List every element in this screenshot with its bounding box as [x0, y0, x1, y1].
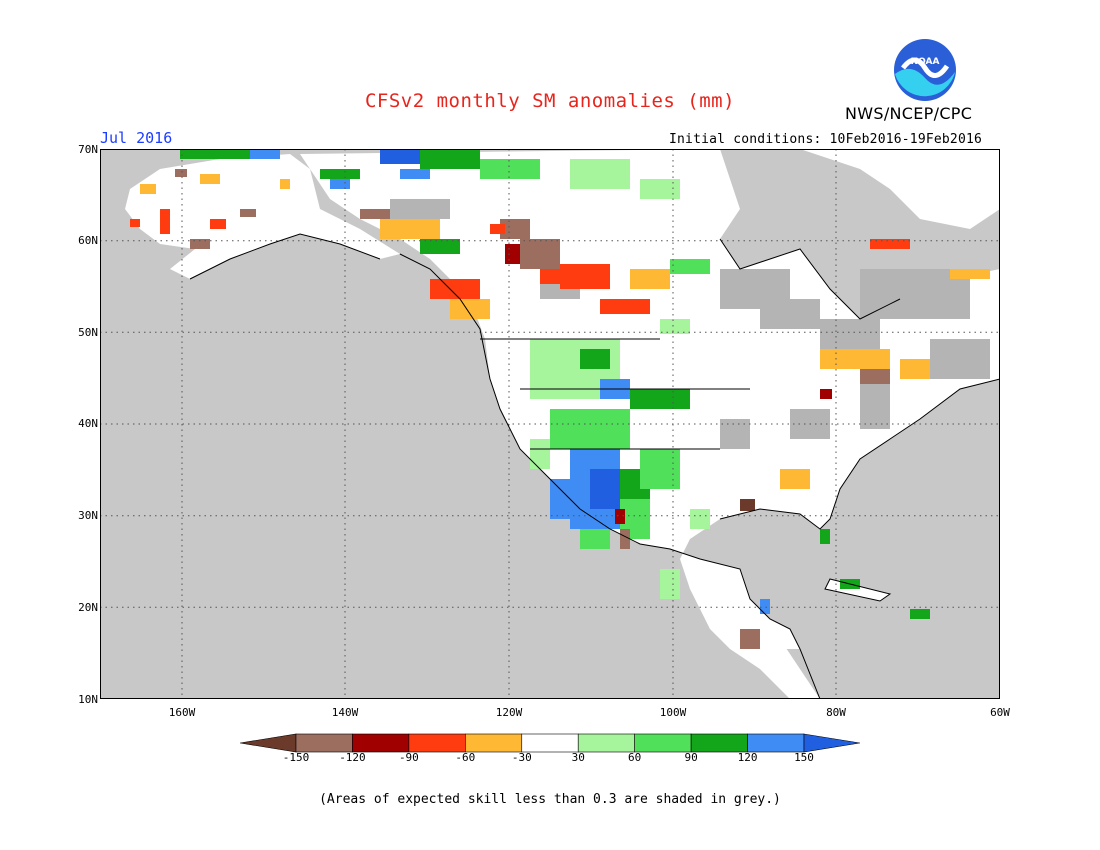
color-scale-tick: 90 [684, 751, 698, 764]
lat-label-40n: 40N [78, 417, 98, 430]
coastlines [189, 233, 1000, 699]
color-scale-bar [240, 733, 860, 753]
lon-label-140w: 140W [331, 706, 359, 719]
lon-label-80w: 80W [826, 706, 846, 719]
lat-label-10n: 10N [78, 693, 98, 706]
lat-label-70n: 70N [78, 143, 98, 156]
lon-label-60w: 60W [990, 706, 1010, 719]
color-swatch-5 [521, 733, 579, 753]
color-scale-tick: 150 [794, 751, 814, 764]
lat-label-60n: 60N [78, 234, 98, 247]
color-swatch-4 [465, 733, 523, 753]
color-swatch-1 [295, 733, 353, 753]
lat-label-50n: 50N [78, 326, 98, 339]
color-swatch-8 [690, 733, 748, 753]
lon-label-120w: 120W [495, 706, 523, 719]
valid-month: Jul 2016 [100, 129, 173, 147]
noaa-logo: NOAA [894, 39, 956, 101]
color-swatch-7 [634, 733, 692, 753]
lon-label-100w: 100W [659, 706, 687, 719]
svg-text:NOAA: NOAA [911, 57, 940, 67]
color-scale-tick: -30 [511, 751, 532, 764]
color-scale-tick: -90 [398, 751, 419, 764]
color-scale-tick: 120 [737, 751, 758, 764]
color-swatch-0 [240, 733, 297, 753]
anomaly-cells [130, 149, 990, 649]
chart-title: CFSv2 monthly SM anomalies (mm) [364, 90, 736, 112]
color-scale-tick: 60 [628, 751, 642, 764]
graticule [100, 149, 1000, 699]
color-scale-tick: -60 [455, 751, 476, 764]
color-scale-tick: 30 [571, 751, 585, 764]
color-scale-tick: -150 [282, 751, 310, 764]
agency-label: NWS/NCEP/CPC [845, 104, 973, 123]
lat-label-20n: 20N [78, 601, 98, 614]
lon-label-160w: 160W [168, 706, 196, 719]
color-swatch-3 [408, 733, 466, 753]
low-skill-shading [390, 199, 990, 449]
anomaly-map [100, 149, 1000, 699]
color-swatch-10 [803, 733, 860, 753]
lat-label-30n: 30N [78, 509, 98, 522]
color-swatch-9 [747, 733, 805, 753]
color-swatch-2 [352, 733, 410, 753]
initial-conditions: Initial conditions: 10Feb2016-19Feb2016 [669, 132, 983, 147]
color-swatch-6 [577, 733, 635, 753]
color-scale-tick: -120 [339, 751, 366, 764]
skill-note: (Areas of expected skill less than 0.3 a… [319, 792, 781, 807]
